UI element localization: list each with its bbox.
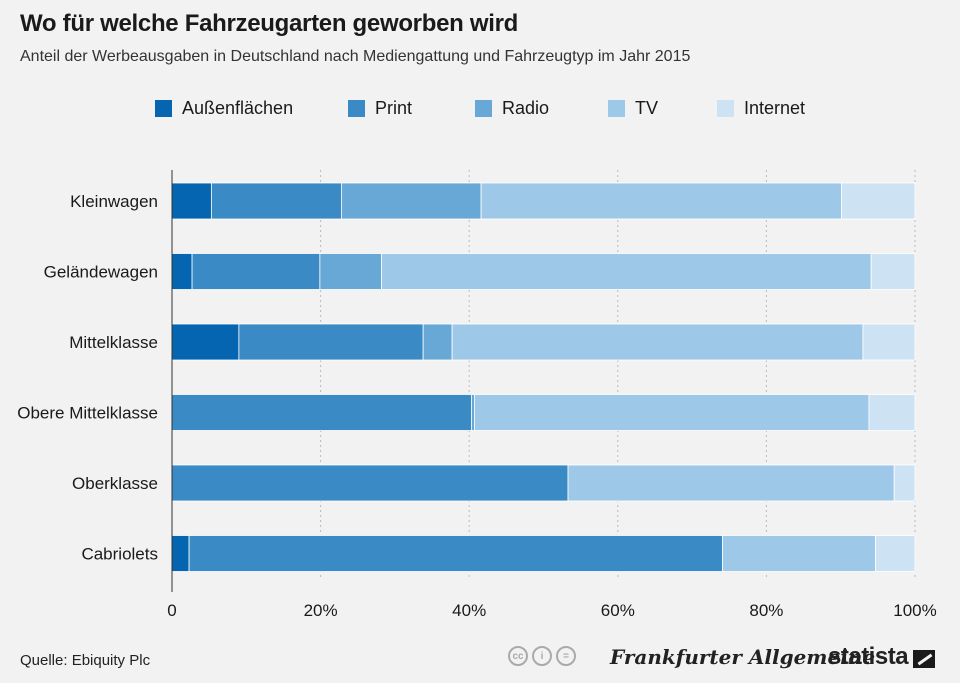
equals-icon[interactable]: = [556, 646, 576, 666]
x-tick-label: 60% [601, 601, 635, 620]
stacked-bar-chart: Kleinwagen Geländewagen Mittelklasse Obere … [17, 170, 937, 620]
bar-segment [868, 394, 916, 431]
legend-swatch-internet [717, 100, 734, 117]
legend-label-radio: Radio [502, 98, 550, 118]
bar-segment [480, 182, 842, 220]
legend-label-aussenflaechen: Außenflächen [182, 98, 294, 118]
legend-swatch-aussenflaechen [155, 100, 172, 117]
category-label: Oberklasse [72, 474, 158, 493]
bar-segment [870, 253, 916, 290]
chart-title: Wo für welche Fahrzeugarten geworben wir… [20, 10, 518, 37]
bar-segment [238, 323, 424, 361]
bar-segment [893, 464, 916, 502]
legend-swatch-radio [475, 100, 492, 117]
legend-swatch-tv [608, 100, 625, 117]
statista-logo[interactable]: statista [828, 643, 909, 670]
legend-swatch-print [348, 100, 365, 117]
bar-segment [319, 253, 382, 290]
bar-segment [191, 253, 321, 290]
category-label: Geländewagen [44, 263, 158, 282]
bar-segment [722, 535, 877, 572]
category-label: Mittelklasse [69, 333, 158, 352]
bar-segment [862, 323, 916, 361]
legend-label-print: Print [375, 98, 413, 118]
faz-logo[interactable]: Frankfurter Allgemeine [610, 645, 876, 669]
bar-segment [171, 182, 212, 220]
bar-segment [567, 464, 895, 502]
category-label: Cabriolets [81, 545, 158, 564]
x-tick-label: 40% [452, 601, 486, 620]
by-icon[interactable]: i [532, 646, 552, 666]
bar-segment [422, 323, 453, 361]
bar-segment [171, 253, 193, 290]
bar-segment [841, 182, 916, 220]
chart-subtitle: Anteil der Werbeausgaben in Deutschland … [20, 48, 691, 65]
cc-icon[interactable]: cc [508, 646, 528, 666]
bar-segment [171, 323, 240, 361]
bar-segment [474, 394, 870, 431]
bar-segment [451, 323, 864, 361]
bar-segment [188, 535, 723, 572]
legend-item-internet: Internet [717, 98, 805, 119]
x-tick-label: 100% [893, 601, 936, 620]
category-label: Obere Mittelklasse [17, 404, 158, 423]
legend-item-tv: TV [608, 98, 658, 119]
source-note: Quelle: Ebiquity Plc [20, 652, 151, 669]
bar-segment [381, 253, 872, 290]
legend: Außenflächen Print Radio TV Internet [155, 98, 915, 124]
bar-segment [471, 394, 475, 431]
x-tick-label: 20% [304, 601, 338, 620]
x-tick-label: 0 [167, 601, 176, 620]
legend-item-aussenflaechen: Außenflächen [155, 98, 293, 119]
statista-mark-icon [913, 650, 935, 668]
legend-item-radio: Radio [475, 98, 549, 119]
legend-label-internet: Internet [744, 98, 806, 118]
bar-segment [341, 182, 482, 220]
category-label: Kleinwagen [70, 192, 158, 211]
bar-segment [171, 535, 190, 572]
bar-segment [210, 182, 342, 220]
bar-segment [171, 394, 472, 431]
legend-label-tv: TV [635, 98, 659, 118]
license-icons: cc i = [508, 646, 576, 666]
bar-segment [875, 535, 916, 572]
legend-item-print: Print [348, 98, 412, 119]
x-tick-label: 80% [749, 601, 783, 620]
bar-segment [171, 464, 569, 502]
